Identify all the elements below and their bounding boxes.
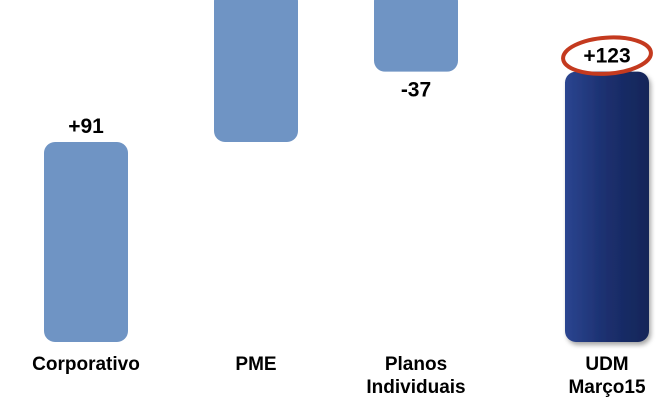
category-label-2: Planos Individuais [366, 354, 466, 398]
bar-1 [214, 0, 298, 142]
highlight-ring [561, 35, 653, 76]
value-label-2: -37 [401, 79, 431, 102]
bar-2 [374, 0, 458, 72]
category-label-0: Corporativo [32, 354, 140, 375]
category-label-3: UDM Março15 [568, 354, 646, 398]
value-label-3: +123 [583, 45, 630, 68]
category-label-1: PME [235, 354, 277, 375]
value-label-0: +91 [68, 115, 104, 138]
bar-3 [565, 71, 649, 343]
bar-0 [44, 142, 128, 342]
